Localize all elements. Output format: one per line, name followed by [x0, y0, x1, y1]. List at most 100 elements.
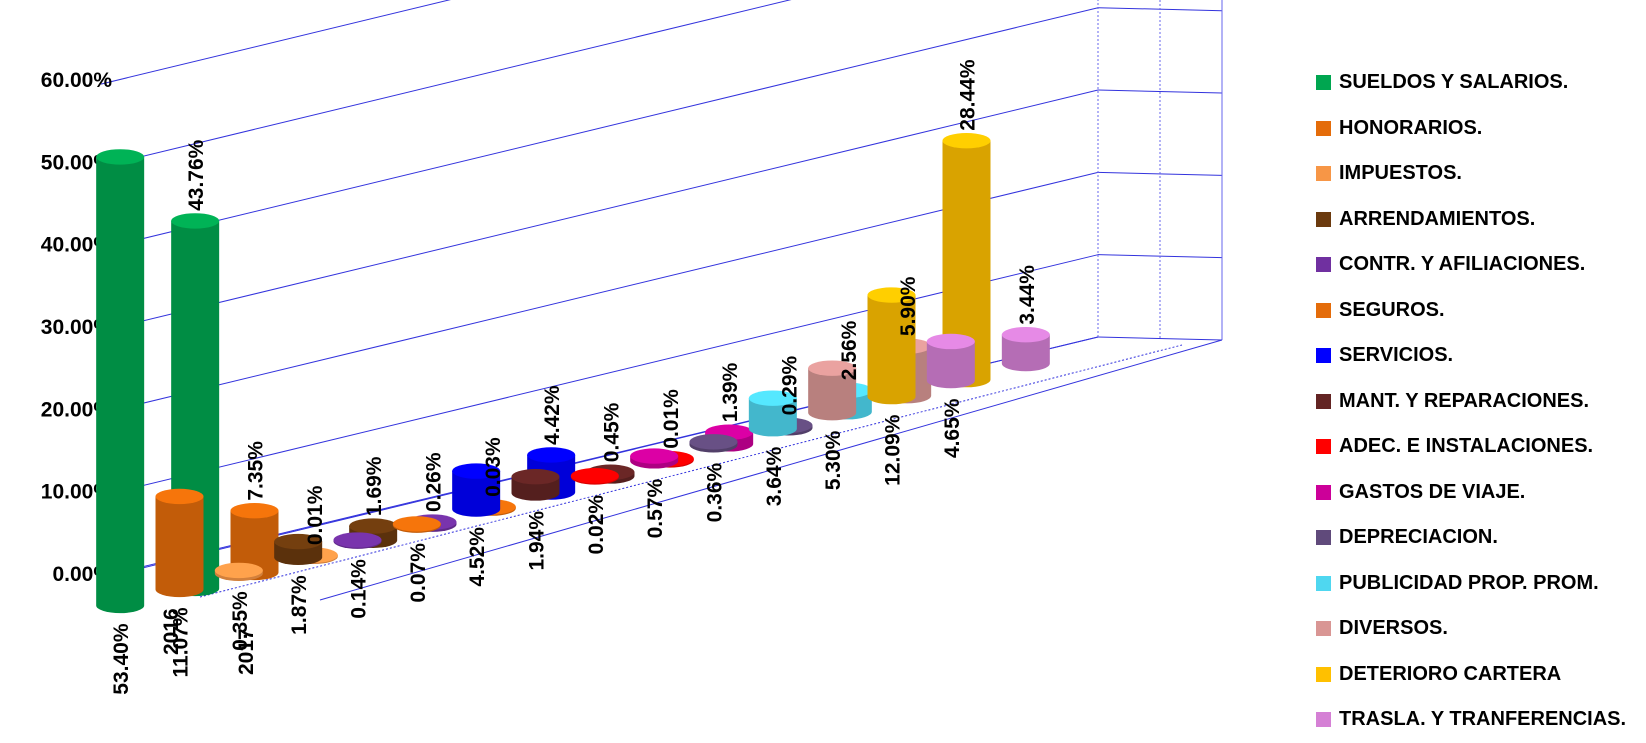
floor-mid-line	[199, 344, 1183, 598]
bar	[155, 488, 204, 598]
data-label: 0.45%	[601, 402, 624, 462]
data-label: 11.07%	[170, 607, 193, 677]
bar-body	[867, 295, 916, 405]
legend-item: IMPUESTOS.	[1316, 151, 1646, 197]
bar	[808, 360, 857, 421]
bar	[230, 502, 279, 581]
legend-item: ADEC. E INSTALACIONES.	[1316, 424, 1646, 470]
bar	[511, 469, 560, 501]
data-label: 53.40%	[110, 623, 133, 695]
legend-label: CONTR. Y AFILIACIONES.	[1339, 253, 1586, 276]
bar-top	[511, 469, 560, 485]
y-axis-ticks: 0.00%10.00%20.00%30.00%40.00%50.00%60.00…	[41, 69, 113, 586]
bar-top	[349, 518, 398, 534]
gridline-side-30	[1097, 89, 1223, 94]
bar-top	[392, 516, 441, 532]
bar-top	[333, 532, 382, 548]
bar	[748, 390, 797, 437]
legend-label: PUBLICIDAD PROP. PROM.	[1339, 571, 1599, 594]
bar-body	[808, 368, 857, 421]
data-label: 0.03%	[482, 437, 505, 497]
legend-item: DIVERSOS.	[1316, 606, 1646, 652]
data-labels: 3.44% 28.44% 5.90% 2.56% 0.29% 1.39% 0.01% 0.45…	[110, 59, 1039, 695]
bar-top	[527, 447, 576, 463]
bar-top	[171, 213, 220, 229]
data-label: 1.69%	[363, 456, 386, 516]
bar-body	[96, 156, 145, 614]
x-category-label: 2017	[235, 628, 258, 675]
bar	[1001, 326, 1050, 372]
data-label: 5.30%	[822, 430, 845, 490]
data-label: 3.44%	[1016, 265, 1039, 325]
legend-swatch	[1316, 575, 1331, 591]
y-tick-label: 20.00%	[41, 398, 113, 421]
legend-label: ADEC. E INSTALACIONES.	[1339, 435, 1594, 458]
legend-swatch	[1316, 75, 1331, 91]
data-label: 12.09%	[882, 414, 905, 486]
bar-top	[867, 287, 916, 303]
bar-top	[630, 448, 679, 464]
legend-swatch	[1316, 302, 1331, 318]
legend-label: SERVICIOS.	[1339, 344, 1454, 367]
data-label: 0.26%	[423, 452, 446, 512]
legend-label: DETERIORO CARTERA	[1339, 662, 1562, 685]
gridline-50	[100, 0, 792, 167]
bar-top	[926, 333, 975, 350]
legend-item: ARRENDAMIENTOS.	[1316, 197, 1646, 243]
data-label: 0.01%	[304, 485, 327, 545]
legend-label: IMPUESTOS.	[1339, 162, 1462, 185]
gridline-60	[100, 0, 451, 85]
gridline-side-0	[1097, 336, 1223, 341]
legend-item: SERVICIOS.	[1316, 333, 1646, 379]
legend-swatch	[1316, 439, 1331, 455]
legend-label: SUELDOS Y SALARIOS.	[1339, 71, 1569, 94]
bar	[96, 149, 145, 614]
bar-body	[230, 510, 279, 581]
bar-top	[748, 390, 797, 406]
gridline-20	[100, 171, 1099, 414]
y-tick-label: 40.00%	[41, 234, 113, 257]
legend-item: DETERIORO CARTERA	[1316, 652, 1646, 698]
bar-top	[96, 149, 145, 165]
bar-body	[926, 341, 975, 389]
bar	[570, 468, 619, 485]
legend-label: HONORARIOS.	[1339, 116, 1483, 139]
y-tick-label: 30.00%	[41, 316, 113, 339]
bar-top	[214, 562, 263, 579]
x-axis-categories: 2016 2017	[160, 608, 258, 675]
bar-top	[155, 488, 204, 505]
legend-swatch	[1316, 166, 1331, 182]
y-tick-label: 10.00%	[41, 481, 113, 504]
data-label: 1.94%	[526, 511, 549, 571]
legend-swatch	[1316, 712, 1331, 728]
bar-body	[452, 471, 501, 517]
gridline-40	[100, 7, 1099, 250]
bar-top	[274, 533, 323, 550]
legend-swatch	[1316, 666, 1331, 682]
legend-item: MANT. Y REPARACIONES.	[1316, 379, 1646, 425]
gridline-30	[100, 89, 1099, 332]
chart-container: 0.00% 10.00% 20.00% 30.00% 40.00% 50.00% 60.00…	[41, 0, 1646, 730]
legend-label: DIVERSOS.	[1339, 617, 1448, 640]
bar-body	[155, 496, 204, 598]
data-label: 2.56%	[838, 320, 861, 380]
legend-swatch	[1316, 257, 1331, 273]
data-label: 0.35%	[229, 591, 252, 651]
data-label: 1.87%	[288, 575, 311, 635]
legend-swatch	[1316, 211, 1331, 227]
data-label: 28.44%	[957, 59, 980, 131]
bars	[96, 133, 1050, 614]
bar-top	[230, 502, 279, 519]
legend-swatch	[1316, 393, 1331, 409]
legend-swatch	[1316, 120, 1331, 136]
bar-top	[689, 434, 738, 450]
bar	[926, 333, 975, 389]
bar-body	[942, 140, 991, 388]
bar	[333, 532, 382, 549]
bar	[214, 562, 263, 582]
legend-item: SUELDOS Y SALARIOS.	[1316, 60, 1646, 106]
legend-item: PUBLICIDAD PROP. PROM.	[1316, 561, 1646, 607]
bar	[689, 434, 738, 453]
floor-front-line	[319, 339, 1223, 601]
legend-item: GASTOS DE VIAJE.	[1316, 470, 1646, 516]
